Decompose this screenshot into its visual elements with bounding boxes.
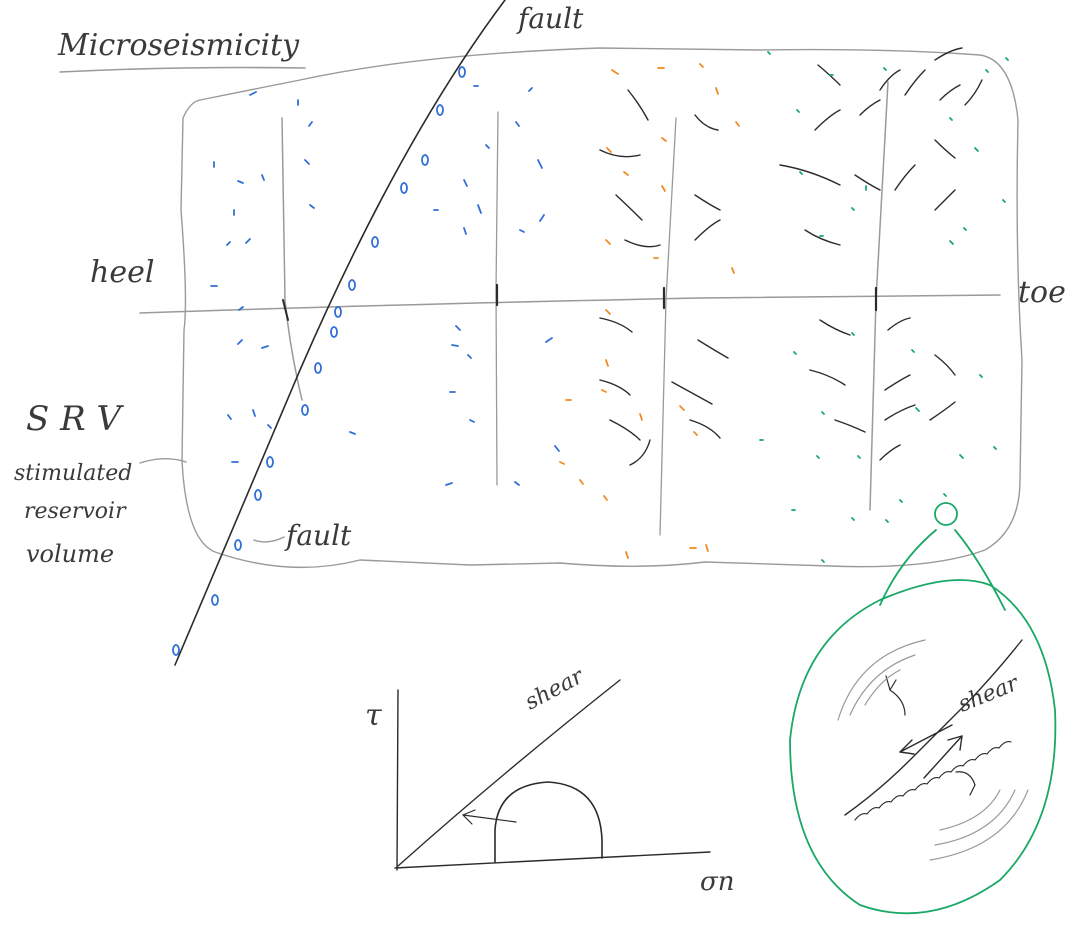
tau-label: τ bbox=[365, 698, 382, 733]
stage2-events bbox=[433, 85, 560, 486]
detail-balloon bbox=[789, 579, 1057, 915]
shear-arrow-left bbox=[899, 724, 953, 753]
slip-plane-wavy bbox=[854, 741, 1012, 821]
sigma-label: σn bbox=[700, 867, 735, 897]
title-underline bbox=[59, 66, 306, 73]
slip-plane bbox=[844, 639, 1023, 816]
detail-marker-circle bbox=[934, 502, 958, 526]
mohr-circle bbox=[494, 781, 603, 863]
mohr-arrow bbox=[462, 814, 517, 823]
srv-line-1: stimulated bbox=[14, 461, 132, 486]
srv-abbrev: S R V bbox=[26, 399, 125, 439]
stage4-events bbox=[759, 47, 1009, 563]
hydraulic-fractures bbox=[281, 81, 889, 536]
fault-line bbox=[174, 0, 506, 666]
shear-arrow-right bbox=[923, 735, 963, 779]
srv-line-3: volume bbox=[26, 540, 114, 568]
stage3-events bbox=[559, 63, 740, 559]
envelope-label: shear bbox=[521, 663, 589, 715]
srv-leader bbox=[139, 458, 187, 464]
mohr-arrowhead bbox=[462, 809, 476, 825]
srv-outline bbox=[180, 47, 1023, 569]
fault-label-top: fault bbox=[516, 2, 584, 35]
toe-label: toe bbox=[1018, 275, 1066, 310]
stage1-events bbox=[210, 91, 356, 463]
mohr-diagram bbox=[394, 679, 711, 871]
heel-label: heel bbox=[90, 255, 154, 290]
fault-bottom-leader bbox=[253, 536, 285, 543]
fault-events bbox=[172, 66, 466, 656]
detail-leader-left bbox=[879, 529, 937, 606]
detail-leader-right bbox=[954, 529, 1006, 611]
detail-callout bbox=[789, 502, 1057, 915]
srv-line-2: reservoir bbox=[24, 499, 127, 524]
detail-shear-label: shear bbox=[955, 671, 1023, 718]
fault-label-bottom: fault bbox=[284, 519, 352, 552]
sigma-axis bbox=[394, 851, 711, 869]
title: Microseismicity bbox=[57, 28, 300, 63]
failure-envelope bbox=[397, 679, 621, 867]
horizontal-well bbox=[139, 294, 1001, 314]
tau-axis bbox=[396, 689, 399, 871]
